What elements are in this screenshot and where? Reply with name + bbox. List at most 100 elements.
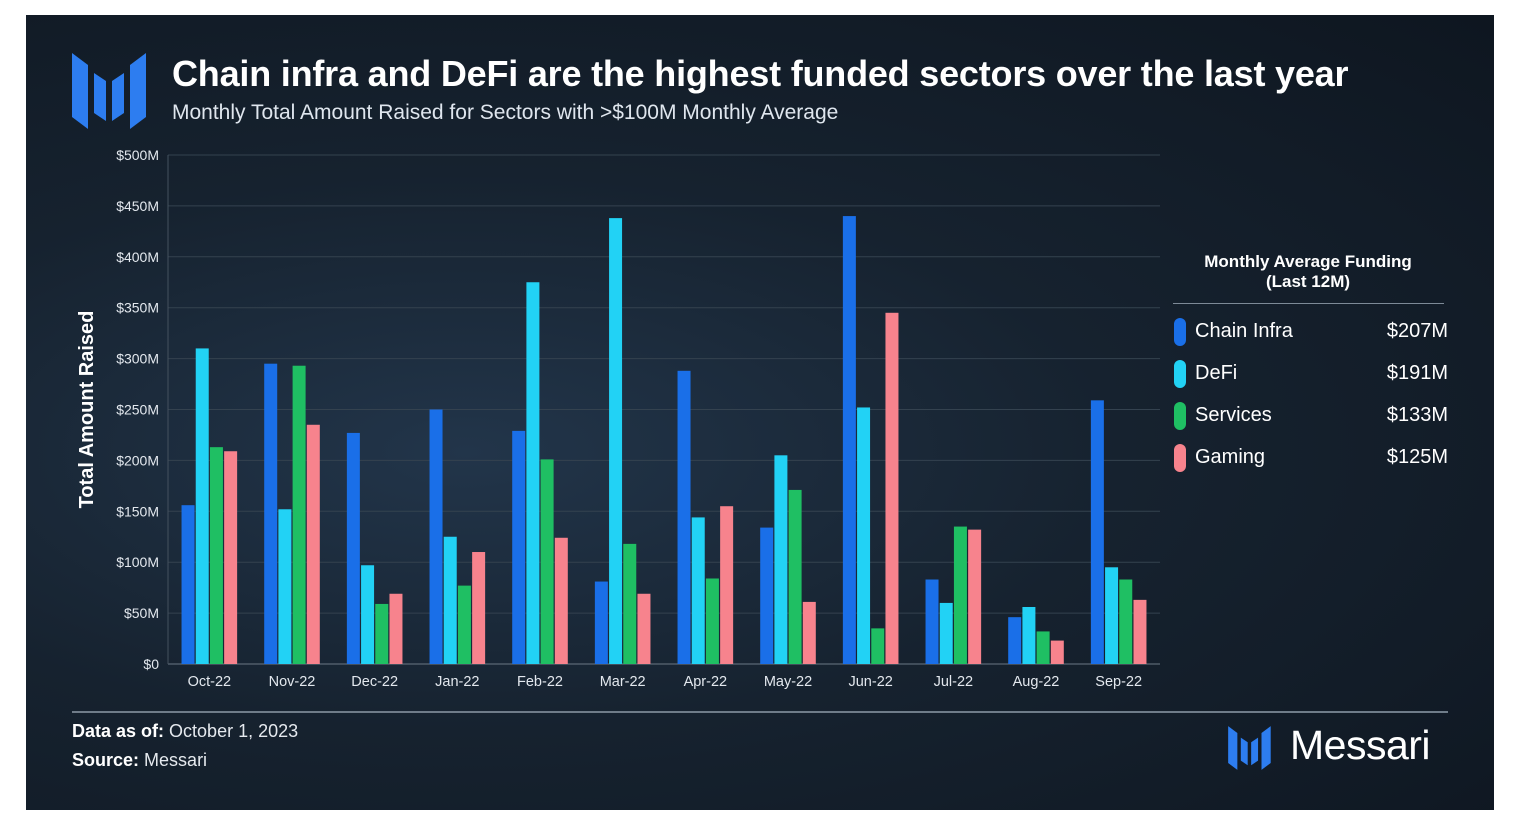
- bar-gaming: [968, 529, 982, 664]
- chart-subtitle: Monthly Total Amount Raised for Sectors …: [172, 101, 839, 124]
- legend-item-label: Chain Infra: [1195, 320, 1293, 342]
- x-tick-label: Sep-22: [1095, 674, 1142, 690]
- data-as-of-label: Data as of:: [72, 721, 165, 741]
- y-axis-label: Total Amount Raised: [76, 311, 98, 509]
- bar-gaming: [554, 537, 568, 664]
- bar-gaming: [472, 552, 486, 664]
- y-tick-label: $450M: [116, 198, 159, 214]
- bar-gaming: [1050, 640, 1064, 664]
- bar-defi: [691, 517, 705, 664]
- bar-services: [871, 628, 885, 664]
- y-tick-label: $350M: [116, 300, 159, 316]
- legend-item-chain-infra: Chain Infra $207M: [1172, 317, 1448, 347]
- bar-services: [1119, 579, 1133, 664]
- bar-chain-infra: [512, 430, 526, 664]
- y-tick-label: $500M: [116, 147, 159, 163]
- y-tick-label: $0: [143, 656, 159, 672]
- bar-services: [953, 526, 967, 664]
- bar-chain-infra: [181, 505, 195, 664]
- bar-defi: [443, 536, 457, 664]
- x-tick-label: Jan-22: [435, 674, 479, 690]
- legend-item-value: $191M: [1386, 362, 1448, 384]
- messari-brand-icon: [1228, 726, 1271, 770]
- legend-swatch: [1174, 444, 1186, 472]
- bar-defi: [526, 282, 540, 664]
- bar-services: [375, 603, 389, 664]
- bar-gaming: [1133, 599, 1147, 664]
- bar-chart: $0 $50M $100M $150M $200M $250M $300M $350M $400…: [76, 147, 1160, 690]
- legend-item-value: $133M: [1386, 404, 1448, 426]
- legend-swatch: [1174, 318, 1186, 346]
- bar-defi: [1105, 567, 1119, 664]
- y-tick-label: $50M: [124, 605, 159, 621]
- x-tick-label: Aug-22: [1013, 674, 1060, 690]
- bar-defi: [774, 455, 788, 664]
- legend-item-defi: DeFi $191M: [1172, 359, 1448, 389]
- x-tick-label: Feb-22: [517, 674, 563, 690]
- bar-gaming: [389, 593, 403, 664]
- bar-defi: [195, 348, 209, 664]
- y-tick-label: $200M: [116, 452, 159, 468]
- legend-title-line2: (Last 12M): [1265, 272, 1351, 291]
- legend-divider: [1173, 303, 1444, 304]
- bar-services: [623, 543, 637, 664]
- bar-gaming: [802, 601, 816, 664]
- bar-chain-infra: [842, 216, 856, 664]
- chart-card: Chain infra and DeFi are the highest fun…: [26, 15, 1494, 810]
- bar-chain-infra: [1008, 617, 1022, 664]
- bar-gaming: [637, 593, 651, 664]
- bar-defi: [1022, 606, 1036, 664]
- source-value: Messari: [144, 750, 208, 770]
- x-tick-label: Mar-22: [600, 674, 646, 690]
- legend-item-services: Services $133M: [1172, 401, 1448, 431]
- source-label: Source:: [72, 750, 140, 770]
- bar-gaming: [720, 506, 734, 664]
- messari-brand-name: Messari: [1290, 722, 1431, 768]
- footer-divider: [72, 711, 1448, 713]
- x-tick-label: Apr-22: [684, 674, 728, 690]
- bar-chain-infra: [1090, 400, 1104, 664]
- legend-item-value: $207M: [1386, 320, 1448, 342]
- bar-defi: [939, 602, 953, 664]
- bar-gaming: [306, 424, 320, 664]
- x-tick-label: May-22: [764, 674, 812, 690]
- bar-services: [209, 447, 223, 664]
- legend-title: Monthly Average Funding (Last 12M): [1172, 252, 1444, 292]
- legend-item-gaming: Gaming $125M: [1172, 443, 1448, 473]
- bar-services: [292, 365, 306, 664]
- bar-chain-infra: [429, 409, 443, 664]
- x-tick-label: Dec-22: [351, 674, 398, 690]
- x-tick-label: Jun-22: [848, 674, 892, 690]
- legend-item-label: DeFi: [1195, 362, 1238, 384]
- bar-defi: [857, 407, 871, 664]
- legend-swatch: [1174, 360, 1186, 388]
- y-tick-label: $100M: [116, 554, 159, 570]
- chart-title: Chain infra and DeFi are the highest fun…: [172, 53, 1349, 94]
- data-as-of-value: October 1, 2023: [169, 721, 299, 741]
- bar-chain-infra: [264, 363, 278, 664]
- bar-chain-infra: [760, 527, 774, 664]
- legend-title-line1: Monthly Average Funding: [1204, 252, 1412, 271]
- bar-defi: [361, 565, 375, 664]
- bar-gaming: [224, 451, 238, 664]
- y-tick-label: $300M: [116, 351, 159, 367]
- data-as-of: Data as of: October 1, 2023: [72, 721, 298, 742]
- x-tick-label: Oct-22: [188, 674, 232, 690]
- bar-chain-infra: [925, 579, 939, 664]
- bar-services: [788, 489, 802, 664]
- legend-item-label: Gaming: [1195, 446, 1266, 468]
- messari-logo-icon: [72, 53, 146, 129]
- bar-gaming: [885, 312, 899, 664]
- bar-defi: [609, 218, 623, 664]
- bar-services: [540, 459, 554, 664]
- y-tick-label: $250M: [116, 402, 159, 418]
- bar-chain-infra: [677, 370, 691, 664]
- y-tick-label: $400M: [116, 249, 159, 265]
- x-tick-label: Nov-22: [269, 674, 316, 690]
- legend-item-value: $125M: [1386, 446, 1448, 468]
- bar-services: [457, 585, 471, 664]
- bar-defi: [278, 509, 292, 664]
- bar-services: [705, 578, 719, 664]
- messari-brand: Messari: [1226, 722, 1456, 772]
- bar-services: [1036, 631, 1050, 664]
